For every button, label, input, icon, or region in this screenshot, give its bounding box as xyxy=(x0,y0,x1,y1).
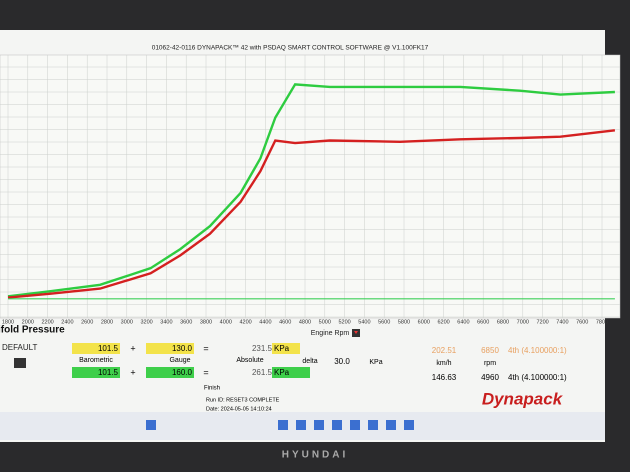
x-tick-label: 5200 xyxy=(338,319,350,325)
gauge-box xyxy=(146,367,194,378)
x-tick-label: 2200 xyxy=(41,319,53,325)
x-tick-label: 6400 xyxy=(457,319,469,325)
abs-value: 261.5 xyxy=(252,368,273,377)
gauge-value: 130.0 xyxy=(172,344,193,353)
delta-value: 30.0 xyxy=(334,357,350,366)
x-tick-label: 2800 xyxy=(101,319,113,325)
abs-value: 231.5 xyxy=(252,344,273,353)
gauge-box xyxy=(146,343,194,354)
equals: = xyxy=(203,367,208,377)
series-line xyxy=(7,83,615,298)
brand: HYUNDAI xyxy=(282,450,349,461)
x-tick-label: 5000 xyxy=(319,319,331,325)
run-date: Date: 2024-05-05 14:10:24 xyxy=(206,406,272,412)
cur-rpm: 4960 xyxy=(481,373,499,382)
max-rpm: 6850 xyxy=(481,346,499,355)
finish: Finish xyxy=(204,386,220,392)
cur-gear: 4th (4.100000:1) xyxy=(508,373,567,382)
x-tick-label: 6000 xyxy=(418,319,430,325)
max-speed: 202.51 xyxy=(432,346,457,355)
x-axis-label: Engine Rpm xyxy=(311,330,350,337)
x-tick-label: 4600 xyxy=(279,319,291,325)
unit-box xyxy=(272,367,310,378)
panel-heading: ifold Pressure xyxy=(0,325,65,336)
caption: Absolute xyxy=(236,357,263,364)
series-line xyxy=(7,129,616,299)
x-tick-label: 7400 xyxy=(556,319,568,325)
caption: Gauge xyxy=(169,357,190,364)
x-tick-label: 7000 xyxy=(517,319,529,325)
x-tick-label: 3400 xyxy=(160,319,172,325)
plus: + xyxy=(130,343,135,353)
abs-unit: KPa xyxy=(274,344,290,353)
baro-value: 101.5 xyxy=(98,344,119,353)
gauge-value: 160.0 xyxy=(172,368,193,377)
baro-box xyxy=(72,343,120,354)
abs-unit: KPa xyxy=(274,368,290,377)
x-tick-label: 5400 xyxy=(358,319,370,325)
caption: delta xyxy=(302,358,317,365)
x-tick-label: 6800 xyxy=(497,319,509,325)
x-tick-label: 4200 xyxy=(239,319,251,325)
preset-dropdown[interactable] xyxy=(14,358,26,368)
caption: Barometric xyxy=(79,357,113,364)
x-tick-label: 5600 xyxy=(378,319,390,325)
equals: = xyxy=(203,343,208,353)
x-tick-label: 2000 xyxy=(22,319,34,325)
baro-value: 101.5 xyxy=(98,368,119,377)
x-tick-label: 2400 xyxy=(61,319,73,325)
cur-speed: 146.63 xyxy=(432,373,457,382)
x-tick-label: 3600 xyxy=(180,319,192,325)
rpm-unit: rpm xyxy=(484,360,496,367)
plot-area xyxy=(0,54,621,319)
x-tick-label: 7800 xyxy=(596,319,608,325)
x-tick-label: 1800 xyxy=(2,319,14,325)
x-tick-label: 3000 xyxy=(121,319,133,325)
max-gear: 4th (4.100000:1) xyxy=(508,346,567,355)
x-tick-label: 5800 xyxy=(398,319,410,325)
x-tick-label: 6600 xyxy=(477,319,489,325)
logo: Dynapack xyxy=(482,389,564,408)
plus: + xyxy=(130,367,135,377)
x-tick-label: 7600 xyxy=(576,319,588,325)
taskbar-icons xyxy=(146,420,414,430)
unit-box xyxy=(272,343,300,354)
x-tick-label: 2600 xyxy=(81,319,93,325)
x-tick-label: 4800 xyxy=(299,319,311,325)
dropdown-arrow xyxy=(354,331,358,334)
run-id: Run ID: RESET3 COMPLETE xyxy=(206,397,280,403)
x-tick-label: 7200 xyxy=(536,319,548,325)
h-grid xyxy=(0,66,620,318)
chart-title: 01062-42-0116 DYNAPACK™ 42 with PSDAQ SM… xyxy=(152,45,429,52)
caption: KPa xyxy=(369,359,382,366)
preset: DEFAULT xyxy=(2,343,38,352)
x-tick-label: 4000 xyxy=(220,319,232,325)
x-tick-label: 3200 xyxy=(140,319,152,325)
x-tick-label: 6200 xyxy=(437,319,449,325)
speed-unit: km/h xyxy=(436,360,451,367)
x-tick-label: 4400 xyxy=(259,319,271,325)
x-tick-label: 3800 xyxy=(200,319,212,325)
baro-box xyxy=(72,367,120,378)
